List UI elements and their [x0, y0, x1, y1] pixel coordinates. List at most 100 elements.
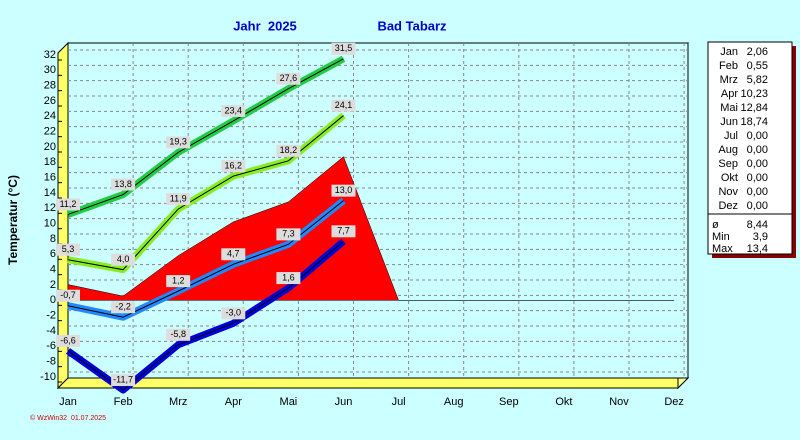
y-axis-label: Temperatur (°C) [6, 175, 20, 265]
y-tick-label: -8 [46, 356, 56, 368]
x-tick-label: Jul [392, 396, 406, 408]
table-month: Jun [720, 116, 738, 128]
data-label: 4,0 [117, 254, 130, 264]
table-month: Okt [721, 172, 738, 184]
data-label: -3,0 [226, 308, 242, 318]
label-box [166, 193, 191, 206]
mean-area [67, 156, 675, 301]
table-value: 0,00 [747, 144, 768, 156]
data-label: 24,1 [335, 100, 353, 110]
x-tick-label: Feb [114, 396, 133, 408]
table-month: Jan [720, 46, 738, 58]
label-box [166, 328, 191, 341]
label-box [56, 243, 80, 256]
data-label: 27,6 [280, 73, 298, 83]
label-box [111, 374, 136, 387]
table-month: Aug [718, 144, 738, 156]
label-box [221, 307, 246, 320]
data-label: -0,7 [60, 290, 76, 300]
y-tick-label: 0 [50, 294, 56, 306]
stat-label: Max [712, 243, 733, 255]
data-label: 31,5 [335, 43, 353, 53]
y-tick-label: 8 [50, 233, 56, 245]
data-label: 19,3 [169, 137, 187, 147]
x-tick-label: Sep [499, 396, 519, 408]
label-box [331, 99, 356, 112]
table-month: Feb [719, 60, 738, 72]
table-value: 18,74 [740, 116, 768, 128]
data-label: 1,2 [172, 276, 185, 286]
x-tick-label: Aug [444, 396, 464, 408]
x-tick-label: Jun [335, 396, 353, 408]
table-month: Apr [721, 88, 738, 100]
y-tick-label: 26 [44, 95, 56, 107]
y-tick-label: 18 [44, 156, 56, 168]
y-tick-label: 2 [50, 279, 56, 291]
y-tick-label: 22 [44, 126, 56, 138]
y-tick-label: 14 [44, 187, 56, 199]
y-tick-label: 6 [50, 248, 56, 260]
x-tick-label: Mai [280, 396, 298, 408]
stat-value: 8,44 [747, 219, 768, 231]
x-tick-label: Jan [59, 396, 77, 408]
stat-value: 3,9 [753, 231, 768, 243]
data-label: 16,2 [225, 161, 243, 171]
label-box [276, 72, 301, 85]
label-box [56, 289, 80, 302]
label-box [331, 184, 356, 197]
y-tick-label: 24 [44, 110, 56, 122]
data-label: -11,7 [113, 374, 133, 384]
x-tick-label: Dez [664, 396, 684, 408]
y-tick-label: 12 [44, 202, 56, 214]
label-box [221, 160, 246, 173]
table-value: 0,00 [747, 158, 768, 170]
stat-label: Min [712, 231, 730, 243]
data-label: -6,6 [60, 335, 76, 345]
table-month: Mai [720, 102, 738, 114]
data-label: 4,7 [227, 249, 240, 259]
table-value: 10,23 [740, 88, 768, 100]
table-month: Sep [718, 158, 738, 170]
data-label: -5,8 [170, 329, 186, 339]
y-tick-label: 4 [50, 264, 56, 276]
label-box [166, 136, 191, 149]
label-box [56, 334, 80, 347]
data-label: 11,2 [60, 199, 77, 209]
data-label: 13,8 [114, 179, 132, 189]
label-box [111, 178, 136, 191]
y-tick-label: 30 [44, 64, 56, 76]
y-tick-label: -2 [46, 310, 56, 322]
y-tick-label: 20 [44, 141, 56, 153]
table-value: 0,00 [747, 130, 768, 142]
label-box [221, 248, 246, 261]
table-value: 2,06 [747, 46, 768, 58]
data-label: 13,0 [335, 185, 353, 195]
y-tick-label: 32 [44, 49, 56, 61]
y-tick-label: -10 [40, 371, 56, 383]
footer: © WzWin32 01.07.2025 [30, 414, 106, 422]
label-box [276, 228, 301, 241]
label-box [276, 272, 301, 285]
table-month: Nov [718, 186, 738, 198]
table-value: 0,00 [747, 172, 768, 184]
table-value: 0,00 [747, 186, 768, 198]
label-box [331, 225, 356, 238]
plot-area [67, 42, 689, 379]
stat-value: 13,4 [747, 243, 768, 255]
y-tick-label: 28 [44, 80, 56, 92]
table-value: 5,82 [747, 74, 768, 86]
stat-label: ø [712, 219, 719, 231]
data-label: 7,7 [337, 226, 350, 236]
data-label: -2,2 [115, 302, 131, 312]
table-month: Jul [724, 130, 738, 142]
label-box [56, 198, 80, 211]
label-box [166, 275, 191, 288]
data-label: 1,6 [282, 272, 295, 282]
table-month: Mrz [720, 74, 738, 86]
y-tick-label: 10 [44, 218, 56, 230]
x-tick-label: Okt [555, 396, 572, 408]
table-month: Dez [718, 200, 738, 212]
label-box [221, 104, 246, 117]
x-tick-label: Apr [225, 396, 242, 408]
